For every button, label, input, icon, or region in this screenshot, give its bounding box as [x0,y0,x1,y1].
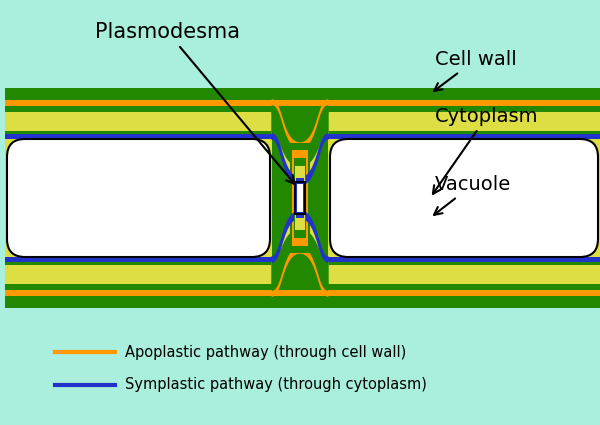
Bar [297,184,303,212]
Bar [5,262,272,265]
Bar [294,158,306,238]
Polygon shape [272,211,328,262]
Text: Apoplastic pathway (through cell wall): Apoplastic pathway (through cell wall) [125,345,406,360]
Bar [5,88,600,308]
Bar [5,257,272,262]
Bar [328,112,600,284]
Bar [5,100,600,106]
Bar [295,182,305,214]
Polygon shape [272,112,328,166]
Bar [5,290,600,296]
Polygon shape [272,246,328,296]
Polygon shape [272,230,328,284]
Bar [295,166,305,230]
Bar [296,178,304,218]
Polygon shape [272,112,328,178]
FancyBboxPatch shape [7,139,270,257]
Bar [328,262,600,265]
Bar [328,131,600,134]
FancyBboxPatch shape [330,139,598,257]
Bar [297,184,303,212]
Bar [328,257,600,262]
Bar [328,134,600,139]
Bar [292,150,308,246]
Bar [5,131,272,134]
Bar [5,112,272,284]
Text: Vacuole: Vacuole [434,175,511,215]
Polygon shape [272,106,328,158]
Text: Cell wall: Cell wall [434,50,517,91]
Bar [5,134,272,139]
Polygon shape [272,218,328,284]
Polygon shape [272,100,328,150]
Bar [290,143,310,253]
Text: Cytoplasm: Cytoplasm [433,107,539,194]
Text: Plasmodesma: Plasmodesma [95,22,295,184]
Polygon shape [272,134,328,185]
Text: Symplastic pathway (through cytoplasm): Symplastic pathway (through cytoplasm) [125,377,427,393]
Polygon shape [272,238,328,290]
